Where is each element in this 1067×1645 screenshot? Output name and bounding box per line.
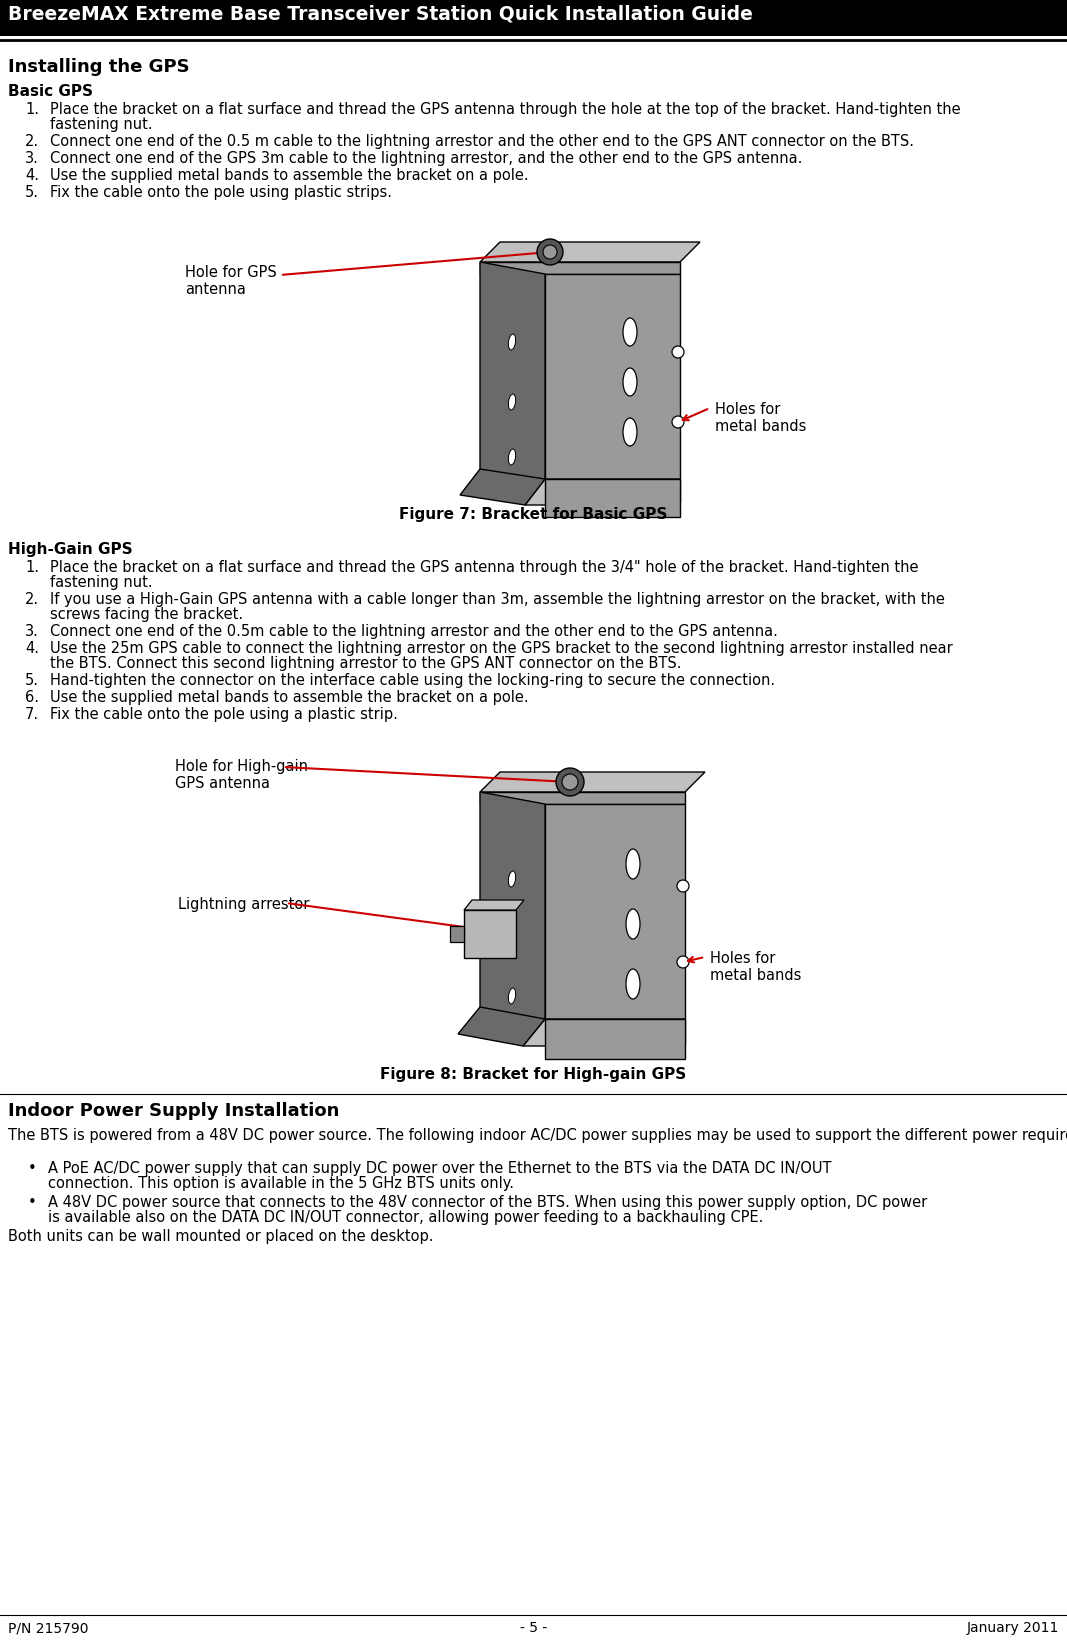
Polygon shape — [458, 1007, 545, 1046]
Text: 3.: 3. — [25, 623, 38, 638]
Text: the BTS. Connect this second lightning arrestor to the GPS ANT connector on the : the BTS. Connect this second lightning a… — [50, 656, 682, 671]
Text: screws facing the bracket.: screws facing the bracket. — [50, 607, 243, 622]
Text: 2.: 2. — [25, 592, 39, 607]
Text: Installing the GPS: Installing the GPS — [7, 58, 190, 76]
Polygon shape — [545, 479, 680, 517]
Polygon shape — [523, 1018, 685, 1046]
Text: 4.: 4. — [25, 642, 39, 656]
Text: fastening nut.: fastening nut. — [50, 576, 153, 591]
Text: 5.: 5. — [25, 673, 39, 688]
Text: is available also on the DATA DC IN/OUT connector, allowing power feeding to a b: is available also on the DATA DC IN/OUT … — [48, 1211, 763, 1226]
Text: •: • — [28, 1161, 36, 1176]
Text: The BTS is powered from a 48V DC power source. The following indoor AC/DC power : The BTS is powered from a 48V DC power s… — [7, 1128, 1067, 1143]
Ellipse shape — [623, 317, 637, 345]
Circle shape — [556, 768, 584, 796]
Polygon shape — [545, 1018, 685, 1059]
Polygon shape — [545, 275, 680, 502]
Text: •: • — [28, 1194, 36, 1211]
Polygon shape — [525, 479, 680, 505]
Text: Fix the cable onto the pole using plastic strips.: Fix the cable onto the pole using plasti… — [50, 184, 392, 201]
Ellipse shape — [623, 418, 637, 446]
Text: Figure 8: Bracket for High-gain GPS: Figure 8: Bracket for High-gain GPS — [380, 1068, 687, 1082]
Text: Basic GPS: Basic GPS — [7, 84, 93, 99]
Text: January 2011: January 2011 — [967, 1620, 1060, 1635]
Text: fastening nut.: fastening nut. — [50, 117, 153, 132]
Text: Hand-tighten the connector on the interface cable using the locking-ring to secu: Hand-tighten the connector on the interf… — [50, 673, 775, 688]
Ellipse shape — [508, 449, 515, 466]
Text: High-Gain GPS: High-Gain GPS — [7, 541, 132, 558]
Text: Hole for High-gain
GPS antenna: Hole for High-gain GPS antenna — [175, 758, 308, 791]
Polygon shape — [480, 242, 700, 262]
Polygon shape — [464, 910, 516, 957]
Text: 6.: 6. — [25, 689, 39, 706]
Text: Lightning arrestor: Lightning arrestor — [178, 897, 309, 911]
Circle shape — [676, 880, 689, 892]
Polygon shape — [480, 791, 685, 804]
Text: Both units can be wall mounted or placed on the desktop.: Both units can be wall mounted or placed… — [7, 1229, 433, 1244]
Text: Use the supplied metal bands to assemble the bracket on a pole.: Use the supplied metal bands to assemble… — [50, 689, 528, 706]
Text: A PoE AC/DC power supply that can supply DC power over the Ethernet to the BTS v: A PoE AC/DC power supply that can supply… — [48, 1161, 831, 1176]
Ellipse shape — [623, 368, 637, 396]
Text: 5.: 5. — [25, 184, 39, 201]
Text: BreezeMAX Extreme Base Transceiver Station Quick Installation Guide: BreezeMAX Extreme Base Transceiver Stati… — [7, 3, 753, 23]
Text: 3.: 3. — [25, 151, 38, 166]
Ellipse shape — [508, 931, 515, 948]
Ellipse shape — [508, 989, 515, 1003]
Text: Hole for GPS
antenna: Hole for GPS antenna — [185, 265, 276, 298]
Polygon shape — [464, 900, 524, 910]
Polygon shape — [450, 926, 464, 943]
Polygon shape — [545, 804, 685, 1045]
Ellipse shape — [626, 849, 640, 878]
Text: Figure 7: Bracket for Basic GPS: Figure 7: Bracket for Basic GPS — [399, 507, 668, 521]
Text: Connect one end of the GPS 3m cable to the lightning arrestor, and the other end: Connect one end of the GPS 3m cable to t… — [50, 151, 802, 166]
Text: A 48V DC power source that connects to the 48V connector of the BTS. When using : A 48V DC power source that connects to t… — [48, 1194, 927, 1211]
Text: 1.: 1. — [25, 102, 39, 117]
Text: 4.: 4. — [25, 168, 39, 183]
Circle shape — [537, 239, 563, 265]
Circle shape — [672, 345, 684, 359]
Text: 7.: 7. — [25, 707, 39, 722]
Circle shape — [676, 956, 689, 967]
Text: Indoor Power Supply Installation: Indoor Power Supply Installation — [7, 1102, 339, 1120]
Text: connection. This option is available in the 5 GHz BTS units only.: connection. This option is available in … — [48, 1176, 514, 1191]
Text: Place the bracket on a flat surface and thread the GPS antenna through the hole : Place the bracket on a flat surface and … — [50, 102, 960, 117]
Text: Connect one end of the 0.5m cable to the lightning arrestor and the other end to: Connect one end of the 0.5m cable to the… — [50, 623, 778, 638]
Text: P/N 215790: P/N 215790 — [7, 1620, 89, 1635]
Text: Connect one end of the 0.5 m cable to the lightning arrestor and the other end t: Connect one end of the 0.5 m cable to th… — [50, 133, 914, 150]
Polygon shape — [480, 262, 545, 502]
Polygon shape — [460, 469, 545, 505]
Text: Place the bracket on a flat surface and thread the GPS antenna through the 3/4" : Place the bracket on a flat surface and … — [50, 559, 919, 576]
Text: 1.: 1. — [25, 559, 39, 576]
Polygon shape — [480, 772, 705, 791]
Ellipse shape — [508, 334, 515, 350]
Circle shape — [543, 245, 557, 258]
Text: 2.: 2. — [25, 133, 39, 150]
Polygon shape — [480, 262, 680, 275]
Polygon shape — [480, 791, 545, 1045]
Text: - 5 -: - 5 - — [520, 1620, 547, 1635]
Bar — [0, 0, 1067, 36]
Text: If you use a High-Gain GPS antenna with a cable longer than 3m, assemble the lig: If you use a High-Gain GPS antenna with … — [50, 592, 945, 607]
Text: Holes for
metal bands: Holes for metal bands — [715, 401, 807, 434]
Text: Holes for
metal bands: Holes for metal bands — [710, 951, 801, 984]
Ellipse shape — [626, 910, 640, 939]
Ellipse shape — [626, 969, 640, 999]
Circle shape — [672, 416, 684, 428]
Circle shape — [562, 775, 578, 790]
Text: Use the supplied metal bands to assemble the bracket on a pole.: Use the supplied metal bands to assemble… — [50, 168, 528, 183]
Text: Use the 25m GPS cable to connect the lightning arrestor on the GPS bracket to th: Use the 25m GPS cable to connect the lig… — [50, 642, 953, 656]
Ellipse shape — [508, 395, 515, 410]
Text: Fix the cable onto the pole using a plastic strip.: Fix the cable onto the pole using a plas… — [50, 707, 398, 722]
Ellipse shape — [508, 872, 515, 887]
